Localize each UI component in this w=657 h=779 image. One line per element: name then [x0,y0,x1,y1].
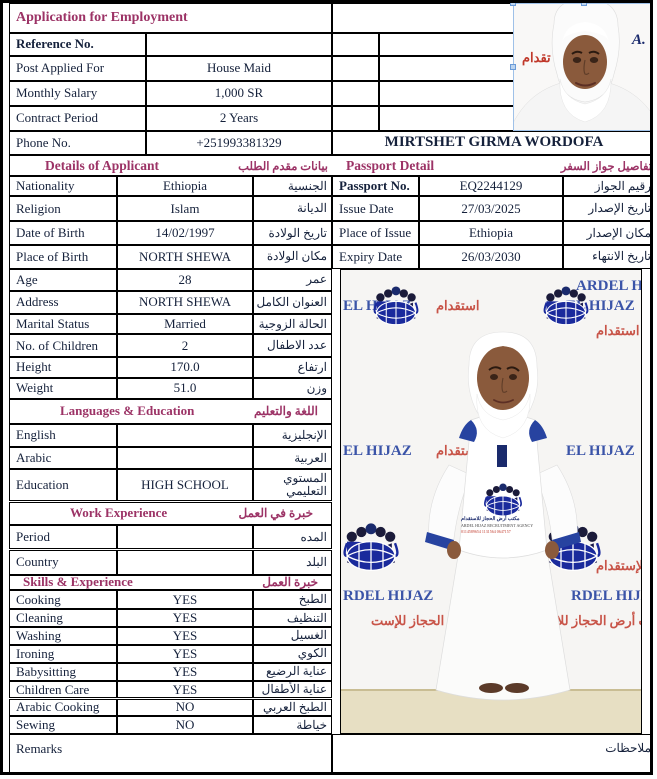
svg-text:ARDEL HIJAZ: ARDEL HIJAZ [576,278,642,294]
svg-text:استقدام: استقدام [436,298,480,314]
svg-text:استقدام: استقدام [596,323,640,339]
svg-text:تقدام: تقدام [522,50,551,66]
svg-text:لحجاز للإستقدام: لحجاز للإستقدام [596,558,642,574]
svg-text:EL HIJAZ: EL HIJAZ [566,443,635,459]
svg-text:RDEL HIJAZ: RDEL HIJAZ [571,588,642,604]
svg-text:RDEL HIJAZ: RDEL HIJAZ [343,588,433,604]
svg-text:EL HIJAZ: EL HIJAZ [343,443,412,459]
svg-text:0114589654 1131564 0647157: 0114589654 1131564 0647157 [461,529,511,534]
svg-text:A.: A. [631,32,646,48]
svg-text:ARDEL HIJAZ RECRUITMENT AGENCY: ARDEL HIJAZ RECRUITMENT AGENCY [461,523,533,528]
